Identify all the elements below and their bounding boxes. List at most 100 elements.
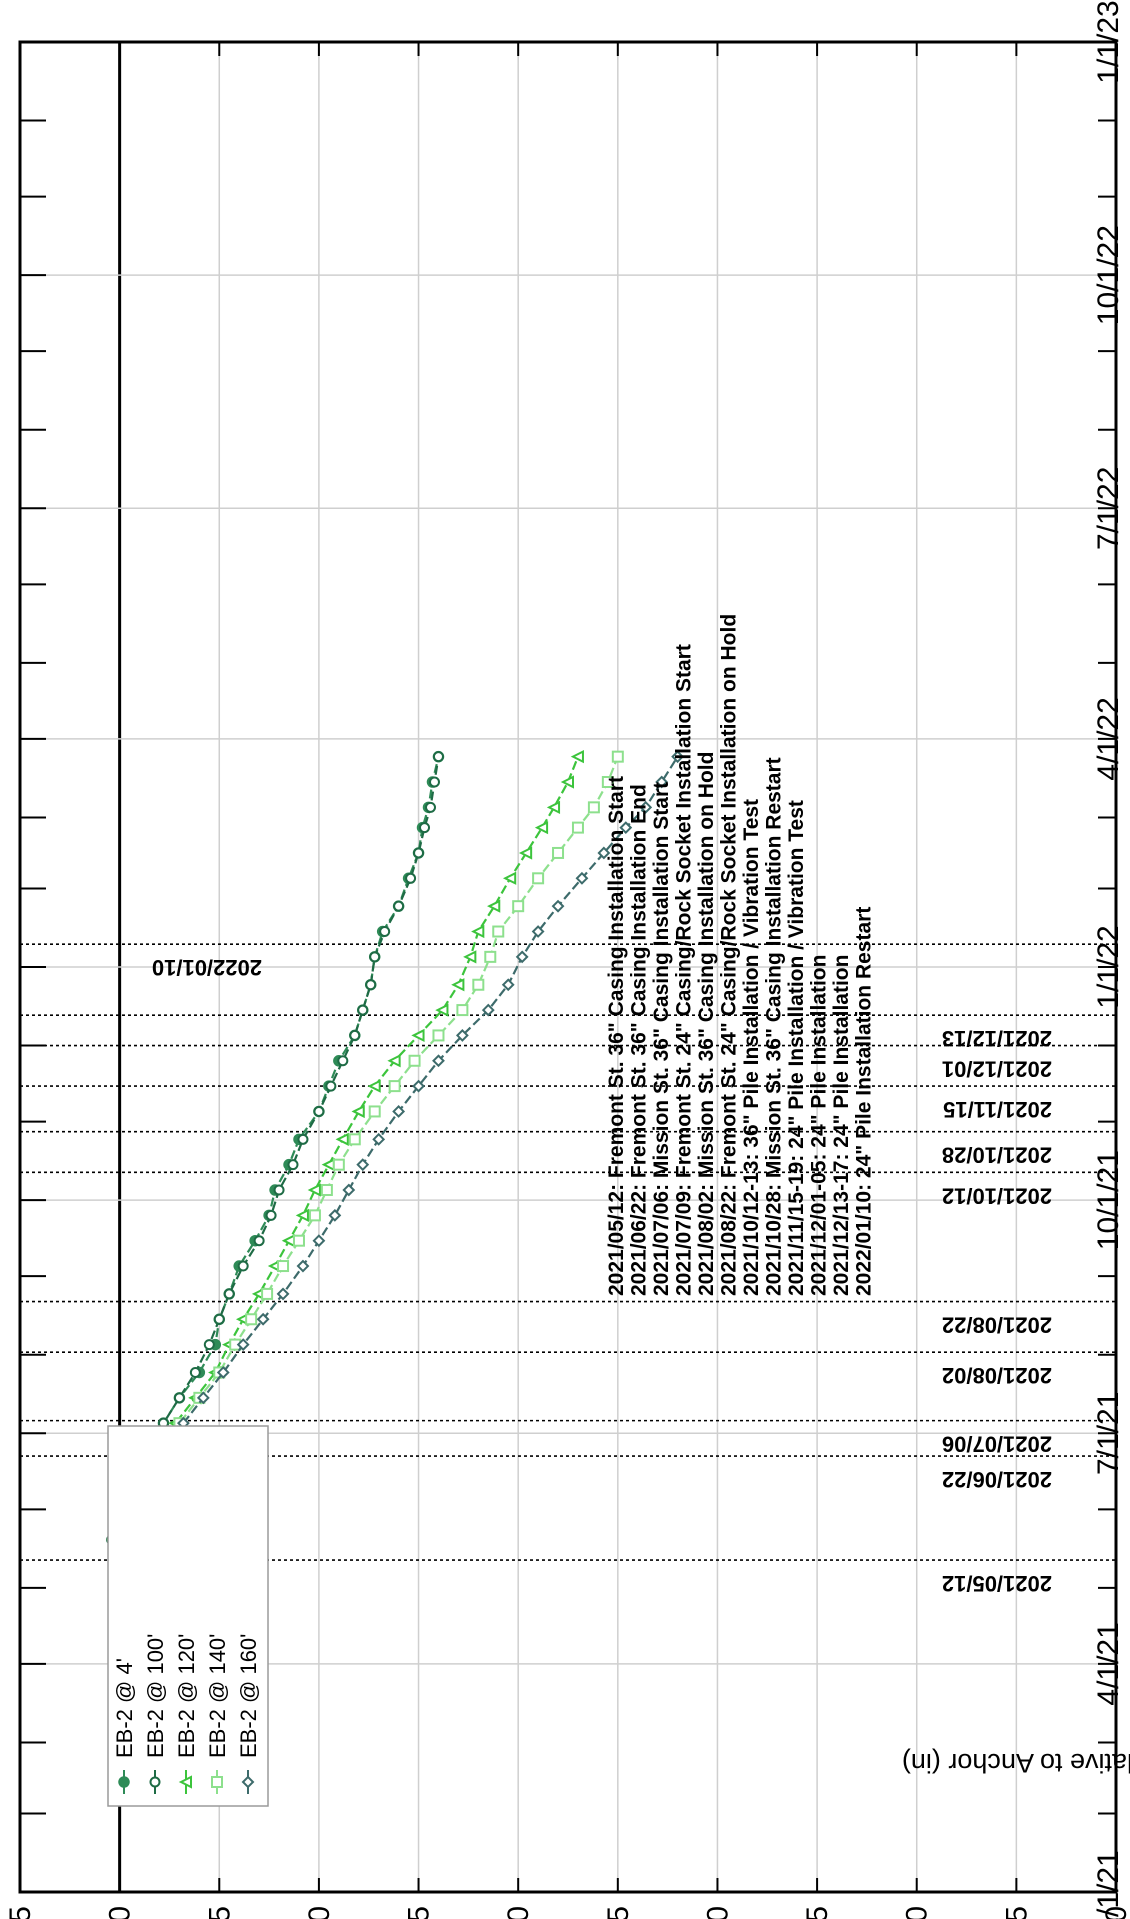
event-label-group: 2021/12/01 xyxy=(942,1057,1052,1082)
series-line xyxy=(114,756,679,1561)
legend-label-group: EB-2 @ 100' xyxy=(143,1634,168,1758)
note-group: 2021/11/15-19: 24" Pile Installation / V… xyxy=(785,800,808,1296)
note-group: 2021/08/22: Fremont St. 24" Casing/Rock … xyxy=(718,614,741,1296)
data-point xyxy=(196,1391,210,1405)
y-tick-label: 0.50 xyxy=(1100,1906,1130,1919)
y-tick-group: 0.15 xyxy=(403,1906,436,1919)
event-label: 2021/12/13 xyxy=(942,1026,1052,1051)
data-point xyxy=(655,775,669,789)
data-point xyxy=(518,846,533,860)
data-point xyxy=(253,1235,265,1247)
event-label-group: 2021/11/15 xyxy=(943,1097,1052,1122)
note-line: 2021/05/12: Fremont St. 36" Casing Insta… xyxy=(605,776,628,1296)
note-group: 2021/08/02: Mission St. 36" Casing Insta… xyxy=(695,752,718,1296)
notes-block: 2021/05/12: Fremont St. 36" Casing Insta… xyxy=(605,614,876,1296)
event-label-group: 2021/12/13 xyxy=(942,1026,1052,1051)
note-group: 2021/12/01-05: 24" Pile Installation xyxy=(808,955,831,1296)
event-label-group: 2021/08/02 xyxy=(942,1363,1052,1388)
y-tick-label: 0.45 xyxy=(1000,1906,1033,1919)
plot-frame xyxy=(18,40,1118,1894)
note-line: 2021/06/22: Fremont St. 36" Casing Insta… xyxy=(628,784,651,1296)
note-line: 2022/01/10: 24" Pile Installation Restar… xyxy=(853,907,876,1296)
data-point xyxy=(571,821,584,834)
data-point xyxy=(237,1260,249,1272)
y-tick-label: 0.20 xyxy=(502,1906,535,1919)
data-point xyxy=(351,1104,365,1119)
note-group: 2022/01/10: 24" Pile Installation Restar… xyxy=(853,907,876,1296)
x-tick-group: 10/1/21 xyxy=(1092,1150,1125,1250)
data-point xyxy=(307,1183,321,1197)
data-point xyxy=(223,1288,235,1300)
data-point xyxy=(335,1132,349,1146)
data-point xyxy=(342,1183,356,1197)
data-point xyxy=(534,820,549,835)
legend-label: EB-2 @ 4' xyxy=(112,1658,137,1758)
note-group: 2021/06/22: Fremont St. 36" Casing Insta… xyxy=(628,784,651,1296)
legend: EB-2 @ 4' EB-2 @ 100' EB-2 @ 120' EB-2 @ 14… xyxy=(107,1425,269,1807)
x-tick-label: 1/1/22 xyxy=(1092,925,1125,1008)
data-point xyxy=(551,899,565,913)
data-point xyxy=(211,1776,223,1788)
data-point xyxy=(412,1079,425,1093)
event-label-group: 2022/01/10 xyxy=(152,955,262,980)
y-tick-label: 0.15 xyxy=(403,1906,436,1919)
legend-label-group: EB-2 @ 160' xyxy=(236,1634,261,1758)
data-point xyxy=(297,1133,309,1145)
y-tick-label: 0.40 xyxy=(901,1906,934,1919)
note-group: 2021/10/12-13: 36" Pile Installation / V… xyxy=(740,799,763,1296)
data-point xyxy=(502,871,517,885)
y-tick-group: 0.40 xyxy=(901,1906,934,1919)
legend-label: EB-2 @ 140' xyxy=(205,1634,230,1758)
plot-border xyxy=(18,40,1118,1894)
data-point xyxy=(308,1209,321,1222)
data-point xyxy=(597,846,611,860)
event-label-group: 2021/08/22 xyxy=(942,1313,1052,1338)
data-point xyxy=(515,950,529,964)
data-point xyxy=(245,1313,258,1326)
note-group: 2021/07/06: Mission St. 36" Casing Insta… xyxy=(650,782,673,1296)
data-point xyxy=(348,1133,361,1146)
data-point xyxy=(149,1776,161,1788)
data-point xyxy=(425,801,437,813)
data-point xyxy=(455,1029,469,1042)
note-group: 2021/05/12: Fremont St. 36" Casing Insta… xyxy=(605,776,628,1296)
data-point xyxy=(575,871,589,885)
data-point xyxy=(173,1392,185,1404)
event-label: 2021/12/01 xyxy=(942,1057,1052,1082)
event-label-group: 2021/05/12 xyxy=(942,1571,1052,1596)
y-tick-label: 0.00 xyxy=(104,1906,137,1919)
data-point xyxy=(241,1775,255,1789)
note-line: 2021/07/09: Fremont St. 24" Casing/Rock … xyxy=(673,644,696,1296)
event-label: 2021/10/28 xyxy=(942,1143,1052,1168)
data-point xyxy=(512,900,525,913)
data-point xyxy=(531,925,545,938)
y-tick-label: 0.25 xyxy=(602,1906,635,1919)
note-line: 2021/12/01-05: 24" Pile Installation xyxy=(808,955,831,1296)
event-label-group: 2021/10/28 xyxy=(942,1143,1052,1168)
data-point xyxy=(236,1338,250,1352)
data-point xyxy=(484,950,497,963)
data-point xyxy=(332,1158,345,1171)
data-point xyxy=(216,1366,230,1379)
y-tick-label: 0.10 xyxy=(303,1906,336,1919)
data-point xyxy=(546,800,561,814)
x-tick-group: 1/1/21 xyxy=(1092,1850,1125,1919)
y-tick-label: 0.30 xyxy=(701,1906,734,1919)
data-point xyxy=(296,1259,310,1273)
y-tick-label: 0.05 xyxy=(203,1906,236,1919)
data-point xyxy=(368,1105,381,1118)
data-point xyxy=(411,1028,425,1043)
data-point xyxy=(501,978,515,992)
data-point xyxy=(435,1003,449,1017)
event-label-group: 2021/06/22 xyxy=(942,1467,1052,1492)
note-line: 2021/12/13-17: 24" Pile Installation xyxy=(830,955,853,1296)
data-point xyxy=(560,775,574,789)
data-point xyxy=(639,800,653,814)
legend-label: EB-2 @ 100' xyxy=(143,1634,168,1758)
legend-item: EB-2 @ 120' xyxy=(174,1634,199,1794)
data-point xyxy=(365,979,377,991)
data-point xyxy=(277,1260,290,1273)
y-tick-group: 0.35 xyxy=(801,1906,834,1919)
note-line: 2021/07/06: Mission St. 36" Casing Insta… xyxy=(650,782,673,1296)
legend-item: EB-2 @ 100' xyxy=(143,1634,168,1794)
